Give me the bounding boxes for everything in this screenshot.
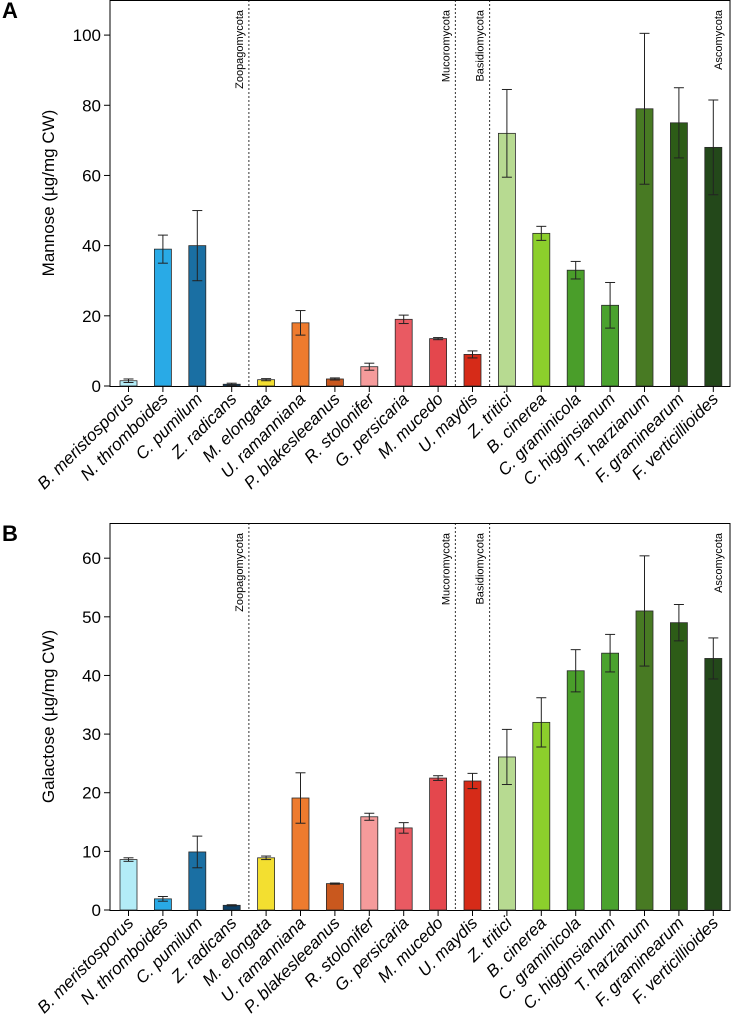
bar-b bbox=[601, 652, 619, 911]
y-tick-label-a: 100 bbox=[73, 26, 101, 45]
bar-a bbox=[463, 354, 482, 387]
bar-b bbox=[360, 816, 379, 911]
bar-a bbox=[394, 318, 413, 387]
y-axis-label-a: Mannose (µg/mg CW) bbox=[39, 110, 58, 277]
bar-b bbox=[704, 658, 723, 911]
plot-frame-b bbox=[109, 523, 731, 911]
bar-a bbox=[566, 269, 585, 387]
division-label-a: Ascomycota bbox=[713, 9, 725, 70]
division-label-a: Basidiomycota bbox=[475, 9, 487, 81]
y-tick-label-a: 20 bbox=[82, 307, 101, 326]
y-tick-label-b: 20 bbox=[82, 784, 101, 803]
y-tick-label-b: 60 bbox=[82, 549, 101, 568]
y-tick-label-b: 50 bbox=[82, 608, 101, 627]
y-tick-label-b: 30 bbox=[82, 725, 101, 744]
y-tick-label-a: 80 bbox=[82, 96, 101, 115]
y-tick-label-b: 0 bbox=[92, 901, 101, 920]
bar-b bbox=[429, 777, 448, 911]
bar-b bbox=[394, 827, 413, 911]
y-tick-label-a: 60 bbox=[82, 166, 101, 185]
division-label-a: Mucoromycota bbox=[440, 9, 452, 82]
division-label-b: Mucoromycota bbox=[440, 532, 452, 605]
bar-b bbox=[532, 721, 551, 911]
bar-b bbox=[463, 780, 482, 911]
division-label-b: Ascomycota bbox=[713, 532, 725, 593]
bar-b bbox=[325, 883, 344, 911]
division-label-b: Zoopagomycota bbox=[234, 532, 246, 612]
y-axis-label-b: Galactose (µg/mg CW) bbox=[39, 630, 58, 803]
plot-frame-a bbox=[109, 0, 731, 387]
y-tick-label-b: 10 bbox=[82, 842, 101, 861]
division-label-b: Basidiomycota bbox=[475, 532, 487, 604]
bar-b bbox=[670, 622, 688, 911]
bar-a bbox=[429, 338, 448, 387]
y-tick-label-a: 40 bbox=[82, 237, 101, 256]
bar-b bbox=[119, 859, 138, 911]
y-tick-label-a: 0 bbox=[92, 377, 101, 396]
bar-b bbox=[257, 857, 276, 911]
bar-a bbox=[532, 232, 551, 387]
bar-a bbox=[670, 122, 688, 387]
bar-a bbox=[153, 248, 172, 387]
panel-label-b: B bbox=[2, 521, 18, 546]
panel-label-a: A bbox=[2, 0, 18, 23]
y-tick-label-b: 40 bbox=[82, 666, 101, 685]
division-label-a: Zoopagomycota bbox=[234, 9, 246, 89]
bar-b bbox=[566, 670, 585, 911]
